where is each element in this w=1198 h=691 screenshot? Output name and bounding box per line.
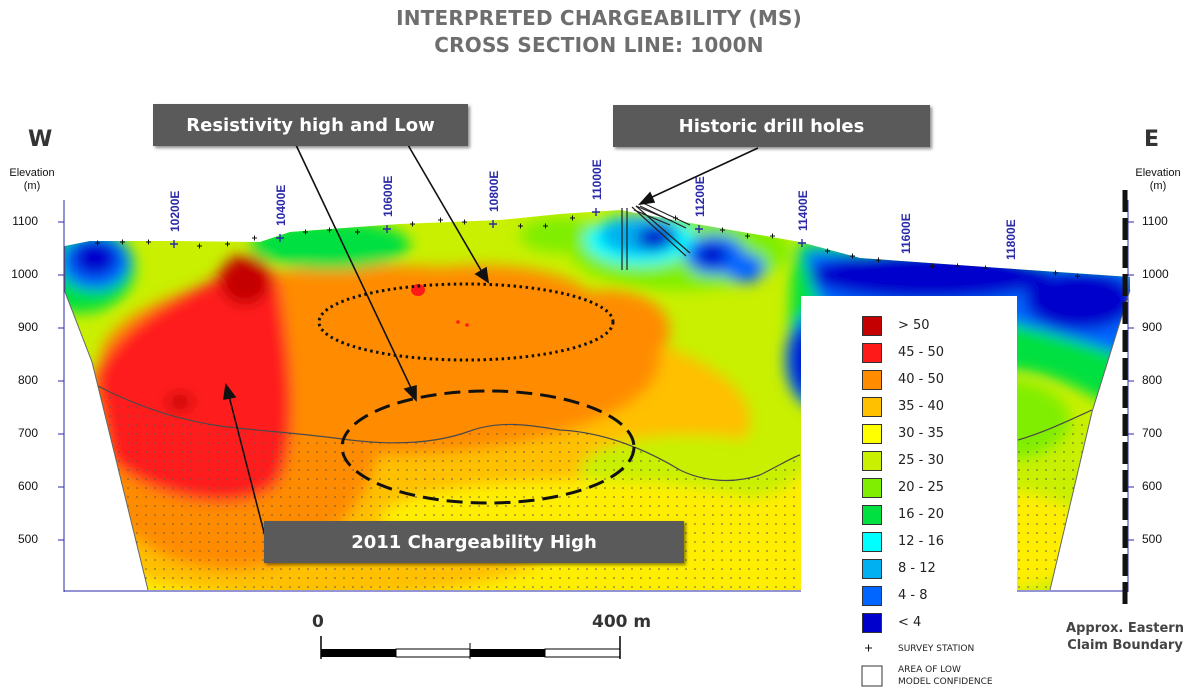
station-label: 11400E bbox=[796, 190, 810, 231]
chargeability-callout: 2011 Chargeability High bbox=[264, 521, 684, 563]
legend-label: 40 - 50 bbox=[898, 372, 945, 387]
elevation-tick-left: 800 bbox=[17, 373, 38, 387]
right-elevation-header: Elevation (m) bbox=[1135, 167, 1181, 192]
legend-swatch bbox=[862, 532, 882, 552]
figure-subtitle: CROSS SECTION LINE: 1000N bbox=[434, 33, 764, 57]
elevation-tick-left: 900 bbox=[17, 320, 38, 334]
elevation-tick-left: 1000 bbox=[11, 267, 38, 281]
resistivity-ellipse bbox=[317, 282, 615, 362]
elevation-tick-right: 600 bbox=[1142, 479, 1163, 493]
drill-holes-callout: Historic drill holes bbox=[613, 105, 930, 147]
legend-swatch bbox=[862, 451, 882, 471]
legend-label: 4 - 8 bbox=[898, 588, 928, 603]
legend-swatch bbox=[862, 478, 882, 498]
legend-label: 12 - 16 bbox=[898, 534, 945, 549]
scale-bar bbox=[320, 636, 621, 659]
legend-swatch bbox=[862, 343, 882, 363]
elevation-tick-left: 1100 bbox=[12, 214, 38, 228]
station-label: 11800E bbox=[1004, 219, 1018, 260]
legend-label: 20 - 25 bbox=[898, 480, 945, 495]
elevation-tick-left: 600 bbox=[17, 479, 38, 493]
survey-station-legend-label: SURVEY STATION bbox=[898, 644, 975, 654]
low-confidence-boundary bbox=[97, 385, 801, 482]
elevation-tick-right: 900 bbox=[1142, 320, 1163, 334]
station-label: 11000E bbox=[590, 159, 604, 200]
callout-arrows bbox=[223, 144, 759, 541]
chargeability-ellipse bbox=[340, 389, 636, 505]
legend-swatch bbox=[862, 370, 882, 390]
legend-swatch bbox=[862, 505, 882, 525]
legend-swatch bbox=[862, 424, 882, 444]
elevation-tick-right: 500 bbox=[1142, 532, 1163, 546]
claim-boundary-label: Approx. Eastern Claim Boundary bbox=[1066, 621, 1184, 653]
legend-swatch bbox=[862, 559, 882, 579]
station-label: 10600E bbox=[381, 175, 395, 217]
legend-label: 30 - 35 bbox=[898, 426, 945, 441]
west-label: W bbox=[28, 127, 53, 152]
elevation-tick-right: 700 bbox=[1142, 426, 1163, 440]
legend-swatch bbox=[862, 316, 882, 336]
elevation-tick-right: 1000 bbox=[1142, 267, 1169, 281]
legend-label: 45 - 50 bbox=[898, 345, 945, 360]
legend-swatch bbox=[862, 613, 882, 633]
east-label: E bbox=[1144, 127, 1160, 152]
figure-title: INTERPRETED CHARGEABILITY (MS) bbox=[396, 6, 802, 30]
legend bbox=[801, 296, 1017, 596]
elevation-tick-right: 1100 bbox=[1142, 214, 1168, 228]
legend-label: > 50 bbox=[898, 318, 930, 333]
station-label: 10200E bbox=[168, 190, 182, 232]
elevation-tick-left: 500 bbox=[17, 532, 38, 546]
scale-start-label: 0 bbox=[312, 612, 324, 632]
elevation-tick-left: 700 bbox=[17, 426, 38, 440]
legend-label: 16 - 20 bbox=[898, 507, 945, 522]
historic-drill-holes bbox=[621, 202, 691, 270]
scale-end-label: 400 m bbox=[592, 612, 652, 632]
legend-swatch bbox=[862, 586, 882, 606]
legend-label: < 4 bbox=[898, 615, 922, 630]
legend-label: 35 - 40 bbox=[898, 399, 945, 414]
elevation-tick-right: 800 bbox=[1142, 373, 1163, 387]
legend-label: 8 - 12 bbox=[898, 561, 936, 576]
legend-label: 25 - 30 bbox=[898, 453, 945, 468]
station-label: 11200E bbox=[693, 176, 707, 217]
station-label: 10400E bbox=[274, 184, 288, 226]
low-confidence-legend-label: AREA OF LOW MODEL CONFIDENCE bbox=[898, 665, 993, 687]
station-label: 11600E bbox=[899, 213, 913, 254]
elevation-ticks bbox=[58, 221, 1134, 541]
resistivity-callout: Resistivity high and Low bbox=[153, 104, 468, 146]
legend-swatch bbox=[862, 397, 882, 417]
station-label: 10800E bbox=[487, 170, 501, 212]
left-elevation-header: Elevation (m) bbox=[9, 167, 55, 192]
